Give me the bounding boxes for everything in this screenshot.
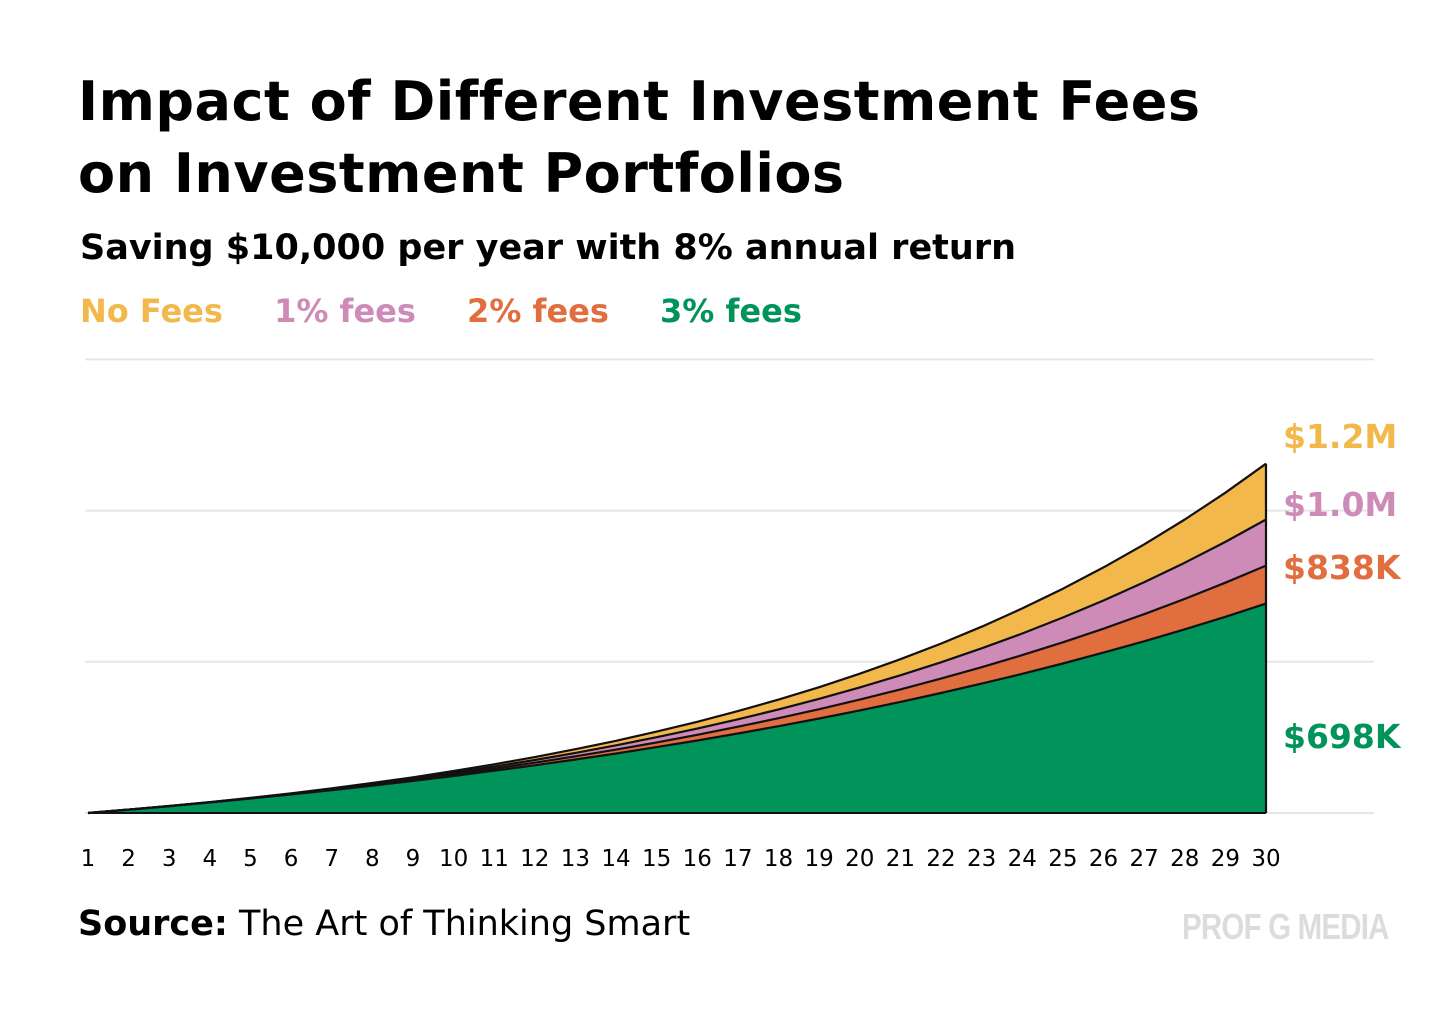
end-label-2-fees: $838K [1283,548,1402,587]
x-tick-25: 25 [1048,846,1077,872]
x-tick-28: 28 [1170,846,1199,872]
chart-subtitle: Saving $10,000 per year with 8% annual r… [80,228,1017,268]
x-tick-15: 15 [642,846,671,872]
x-tick-19: 19 [805,846,834,872]
source-note: Source: The Art of Thinking Smart [78,904,690,944]
x-tick-13: 13 [561,846,590,872]
chart-title: Impact of Different Investment Fees on I… [78,66,1201,210]
legend-no-fees: No Fees [80,292,223,330]
x-tick-22: 22 [926,846,955,872]
line-3-fees [87,602,1267,815]
x-tick-2: 2 [121,846,136,872]
x-tick-9: 9 [406,846,421,872]
x-tick-7: 7 [324,846,339,872]
legend: No Fees 1% fees 2% fees 3% fees [80,292,842,330]
end-label-3-fees: $698K [1283,717,1402,756]
source-text: The Art of Thinking Smart [227,904,691,944]
x-axis-ticks: 1 2 3 4 5 6 7 8 9 10 11 12 13 14 15 16 17 18 19 20 21 22 23 24 2… [81,846,1281,872]
x-tick-3: 3 [162,846,177,872]
x-tick-11: 11 [480,846,509,872]
x-tick-4: 4 [203,846,218,872]
source-label: Source: [78,904,228,944]
end-labels: $1.2M $1.0M $838K $698K [1283,417,1402,756]
x-tick-14: 14 [601,846,630,872]
title-line-1: Impact of Different Investment Fees [78,70,1201,133]
title-line-2: on Investment Portfolios [78,142,845,205]
x-tick-16: 16 [683,846,712,872]
chart-areas [87,462,1268,815]
x-tick-12: 12 [520,846,549,872]
x-tick-24: 24 [1008,846,1037,872]
legend-1pct-fees: 1% fees [274,292,416,330]
x-tick-18: 18 [764,846,793,872]
x-tick-23: 23 [967,846,996,872]
legend-2pct-fees: 2% fees [467,292,609,330]
x-tick-27: 27 [1129,846,1158,872]
x-tick-17: 17 [723,846,752,872]
area-3-fees [88,603,1266,813]
x-tick-5: 5 [243,846,258,872]
brand-logo: PROF G MEDIA [1182,906,1389,947]
x-tick-1: 1 [81,846,96,872]
x-tick-6: 6 [284,846,299,872]
x-tick-20: 20 [845,846,874,872]
x-tick-10: 10 [439,846,468,872]
x-tick-26: 26 [1089,846,1118,872]
x-tick-29: 29 [1211,846,1240,872]
x-tick-21: 21 [886,846,915,872]
x-tick-30: 30 [1251,846,1280,872]
end-label-no-fees: $1.2M [1283,417,1397,456]
legend-3pct-fees: 3% fees [660,292,802,330]
x-tick-8: 8 [365,846,380,872]
end-label-1-fees: $1.0M [1283,485,1397,524]
